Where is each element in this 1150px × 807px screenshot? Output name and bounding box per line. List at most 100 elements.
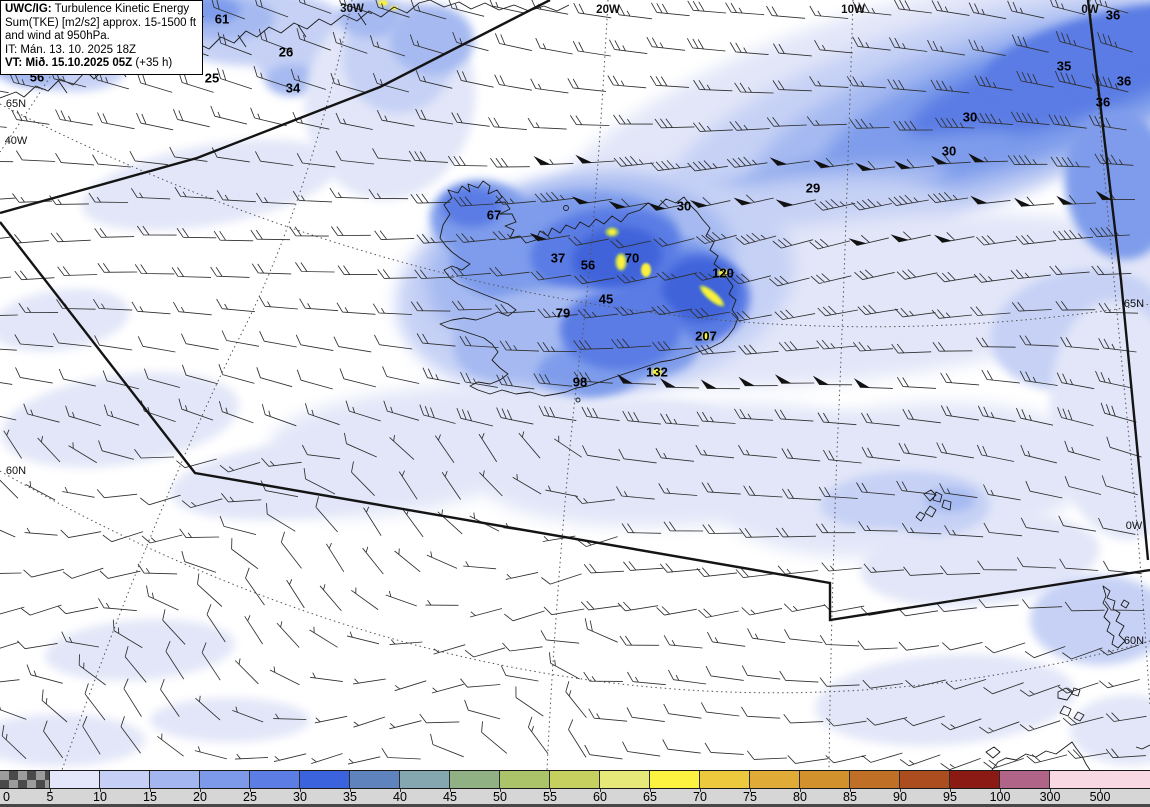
colorbar-tick-label: 35 xyxy=(343,790,357,804)
meridian-0w xyxy=(1089,0,1150,706)
tke-shading-blob xyxy=(560,290,680,370)
colorbar-tick-mark xyxy=(700,789,701,792)
title-line-3: and wind at 950hPa. xyxy=(5,30,110,43)
tke-shading-blob xyxy=(1030,575,1150,665)
orkney-coastline xyxy=(1057,687,1085,722)
colorbar-segment xyxy=(400,771,450,788)
graticule-layer xyxy=(0,0,1150,770)
colorbar-tick-mark xyxy=(1000,789,1001,792)
colorbar-segment xyxy=(850,771,900,788)
map-canvas: 56 61 26 25 34 67 37 56 70 30 120 45 79 207 132 98 29 30 3… xyxy=(0,0,1150,770)
map-title-box: UWC/IG: Turbulence Kinetic Energy Sum(TK… xyxy=(0,0,204,75)
scotland-coastline xyxy=(985,741,1150,770)
colorbar-tick-label: 70 xyxy=(693,790,707,804)
colorbar-segment xyxy=(300,771,350,788)
colorbar-tick-mark xyxy=(1100,789,1101,792)
colorbar-segment xyxy=(250,771,300,788)
product-id: UWC/IG: xyxy=(5,3,52,15)
colorbar-tick-label: 5 xyxy=(46,790,54,804)
colorbar-tick-mark xyxy=(50,789,51,792)
tke-shading-blob xyxy=(150,698,310,742)
colorbar-segment xyxy=(600,771,650,788)
colorbar-segment xyxy=(900,771,950,788)
colorbar-tick-label: 20 xyxy=(193,790,207,804)
colorbar-tick-mark xyxy=(150,789,151,792)
colorbar-tick-label: 10 xyxy=(93,790,107,804)
colorbar-tick-label: 85 xyxy=(843,790,857,804)
colorbar-segment xyxy=(500,771,550,788)
colorbar-tick-mark xyxy=(800,789,801,792)
valid-offset: (+35 h) xyxy=(135,57,173,70)
colorbar-tick-mark xyxy=(600,789,601,792)
colorbar-segment xyxy=(700,771,750,788)
tke-shading-blob xyxy=(266,64,318,96)
colorbar-tick-label: 100 xyxy=(989,790,1011,804)
tke-shading-blob xyxy=(442,187,502,227)
colorbar-segment xyxy=(1050,771,1150,788)
colorbar-ticks: 0 5 10 15 20 25 30 35 40 45 50 55 60 65 70 75 80 85 90 95 10… xyxy=(0,789,1150,807)
colorbar-tick-label: 75 xyxy=(743,790,757,804)
title-text: Turbulence Kinetic Energy xyxy=(54,3,190,15)
tke-shading-layer xyxy=(0,0,1150,766)
colorbar-tick-label: 0 xyxy=(3,790,10,804)
tke-shading-blob xyxy=(378,0,388,6)
colorbar-tick-mark xyxy=(550,789,551,792)
tke-shading-blob xyxy=(1,372,239,468)
colorbar-segment xyxy=(50,771,100,788)
colorbar-tick-label: 65 xyxy=(643,790,657,804)
colorbar-tick-label: 300 xyxy=(1039,790,1061,804)
iceland-coastline xyxy=(439,180,739,397)
domain-boundary-south xyxy=(0,221,1150,622)
tke-shading-blob xyxy=(1070,695,1150,765)
valid-time-line: VT: Mið. 15.10.2025 05Z (+35 h) xyxy=(5,57,196,71)
colorbar-tick-mark xyxy=(400,789,401,792)
valid-time: VT: Mið. 15.10.2025 05Z xyxy=(5,57,133,70)
colorbar-tick-mark xyxy=(900,789,901,792)
shetland-coastline xyxy=(1102,585,1130,649)
colorbar-swatches xyxy=(0,770,1150,789)
colorbar-segment xyxy=(350,771,400,788)
colorbar-tick-label: 80 xyxy=(793,790,807,804)
tke-shading-blob xyxy=(617,255,625,269)
colorbar-segment-transparent xyxy=(0,771,50,788)
colorbar-tick-mark xyxy=(250,789,251,792)
colorbar-segment xyxy=(650,771,700,788)
colorbar-segment xyxy=(150,771,200,788)
colorbar-tick-label: 25 xyxy=(243,790,257,804)
tke-shading-blob xyxy=(1064,110,1150,260)
tke-shading-blob xyxy=(81,139,339,231)
tke-shading-blob xyxy=(0,714,145,766)
colorbar-tick-label: 60 xyxy=(593,790,607,804)
colorbar-tick-mark xyxy=(1050,789,1051,792)
vestmannaeyjar-island xyxy=(575,397,581,403)
colorbar-tick-mark xyxy=(200,789,201,792)
domain-boundary-east xyxy=(1086,0,1150,561)
colorbar-tick-mark xyxy=(100,789,101,792)
tke-shading-blob xyxy=(815,654,1075,746)
colorbar-segment xyxy=(100,771,150,788)
wind-barbs xyxy=(0,0,1147,770)
tke-shading-blob xyxy=(390,5,474,75)
colorbar-tick-label: 500 xyxy=(1089,790,1111,804)
parallel-60n xyxy=(0,470,1150,694)
colorbar-tick-label: 40 xyxy=(393,790,407,804)
colorbar-segment xyxy=(550,771,600,788)
init-time: IT: Mán. 13. 10. 2025 18Z xyxy=(5,43,137,56)
meridian-40w xyxy=(0,0,97,153)
colorbar-tick-label: 50 xyxy=(493,790,507,804)
colorbar-tick-mark xyxy=(950,789,951,792)
faroe-islands-coastline xyxy=(915,489,952,522)
colorbar-tick-label: 90 xyxy=(893,790,907,804)
colorbar-tick-mark xyxy=(750,789,751,792)
colorbar-segment xyxy=(200,771,250,788)
wind-barbs-layer xyxy=(0,0,1147,770)
colorbar-tick-label: 45 xyxy=(443,790,457,804)
grimsey-island xyxy=(563,205,569,211)
colorbar-tick-mark xyxy=(350,789,351,792)
tke-shading-blob xyxy=(652,368,662,376)
tke-shading-blob xyxy=(702,332,710,340)
colorbar-tick-mark xyxy=(650,789,651,792)
colorbar-tick-mark xyxy=(500,789,501,792)
colorbar-tick-label: 55 xyxy=(543,790,557,804)
tke-shading-blob xyxy=(45,619,235,681)
